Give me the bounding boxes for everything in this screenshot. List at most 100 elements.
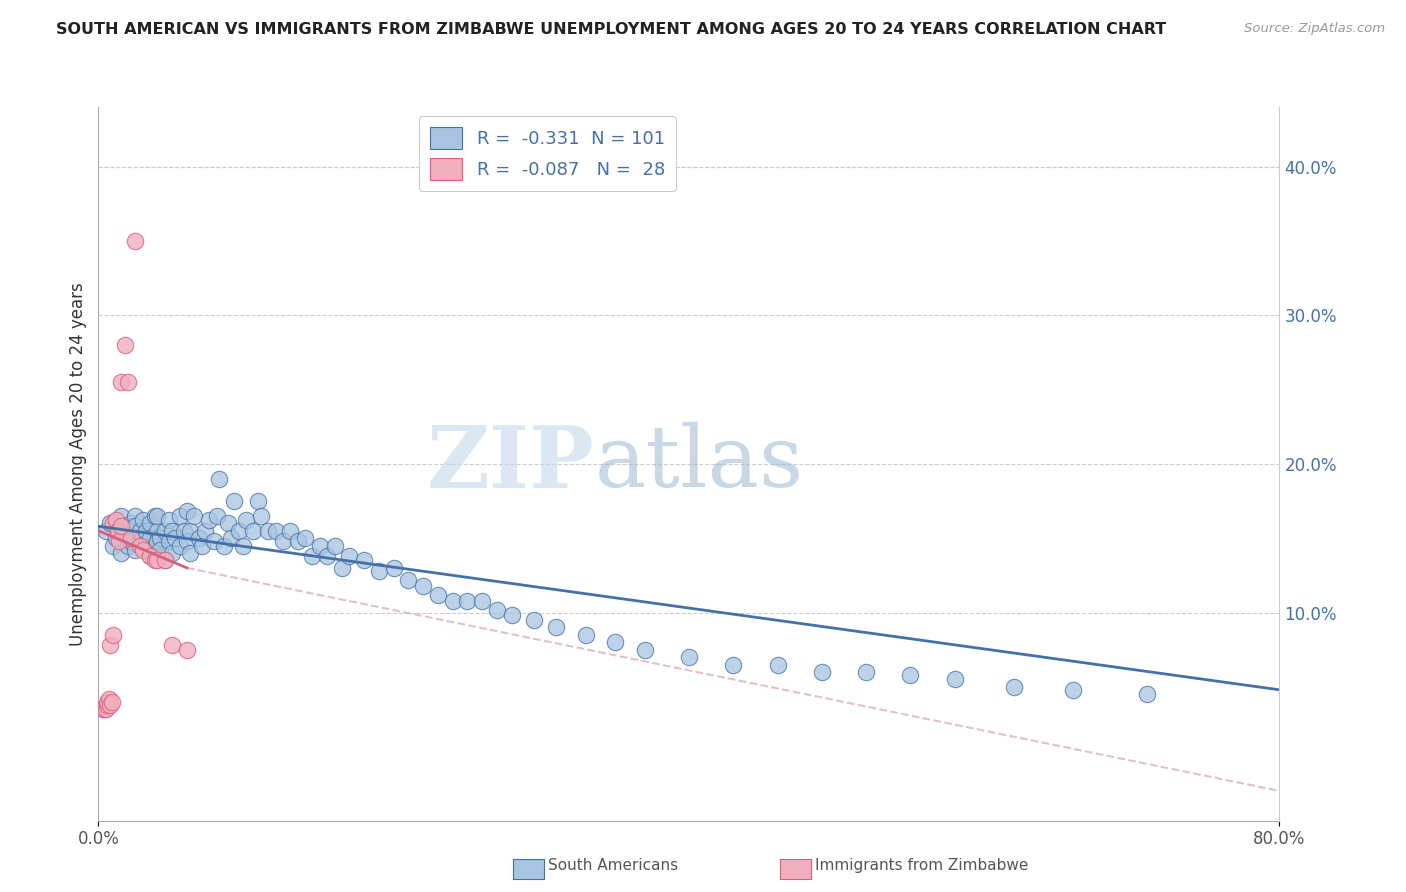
Point <box>128 534 150 549</box>
Point <box>309 539 332 553</box>
Point <box>135 543 157 558</box>
Point <box>173 524 195 538</box>
Point <box>139 531 162 545</box>
Point <box>162 546 183 560</box>
Point <box>1135 687 1157 701</box>
Point <box>110 519 132 533</box>
Point <box>153 553 176 567</box>
Point <box>202 534 225 549</box>
Point <box>139 549 162 563</box>
Point <box>149 531 172 545</box>
Point <box>176 534 198 549</box>
Point <box>128 524 150 538</box>
Point <box>110 546 132 560</box>
Point <box>135 524 157 538</box>
Point <box>143 539 166 553</box>
Point <box>97 691 120 706</box>
Point <box>242 524 264 538</box>
Point <box>98 516 121 531</box>
Point <box>723 657 745 672</box>
Point <box>157 513 180 527</box>
Point <box>501 608 523 623</box>
Point <box>139 516 162 531</box>
Text: South Americans: South Americans <box>548 858 679 872</box>
Point <box>146 524 169 538</box>
Point <box>94 524 117 538</box>
Text: SOUTH AMERICAN VS IMMIGRANTS FROM ZIMBABWE UNEMPLOYMENT AMONG AGES 20 TO 24 YEAR: SOUTH AMERICAN VS IMMIGRANTS FROM ZIMBAB… <box>56 22 1167 37</box>
Point <box>212 539 235 553</box>
Point <box>471 593 494 607</box>
Point <box>105 531 128 545</box>
Point <box>219 531 242 545</box>
Point <box>1062 682 1084 697</box>
Point <box>120 516 142 531</box>
Point <box>124 543 146 558</box>
Point <box>146 534 169 549</box>
Point <box>139 549 162 563</box>
Point <box>187 531 209 545</box>
Point <box>157 534 180 549</box>
Point <box>427 588 450 602</box>
Y-axis label: Unemployment Among Ages 20 to 24 years: Unemployment Among Ages 20 to 24 years <box>69 282 87 646</box>
Point <box>368 564 391 578</box>
Point <box>412 579 434 593</box>
Point <box>117 531 139 545</box>
Point <box>176 504 198 518</box>
Point <box>330 561 353 575</box>
Point <box>162 638 183 652</box>
Point <box>128 539 150 553</box>
Point <box>855 665 877 679</box>
Point <box>124 508 146 523</box>
Point <box>228 524 250 538</box>
Point <box>153 524 176 538</box>
Point <box>396 573 419 587</box>
Point <box>146 508 169 523</box>
Point <box>179 546 201 560</box>
Point <box>250 508 273 523</box>
Point <box>100 695 122 709</box>
Point <box>162 524 183 538</box>
Point <box>546 620 568 634</box>
Point <box>108 534 131 549</box>
Point <box>264 524 287 538</box>
Point <box>169 508 191 523</box>
Point <box>246 494 269 508</box>
Point <box>205 508 228 523</box>
Point <box>96 698 118 712</box>
Point <box>143 508 166 523</box>
Point <box>146 553 169 567</box>
Point <box>294 531 316 545</box>
Point <box>574 628 596 642</box>
Point <box>132 513 155 527</box>
Point <box>107 524 129 538</box>
Point <box>353 553 375 567</box>
Text: Immigrants from Zimbabwe: Immigrants from Zimbabwe <box>815 858 1029 872</box>
Point <box>114 338 136 352</box>
Point <box>271 534 294 549</box>
Point <box>103 628 125 642</box>
Point <box>117 539 139 553</box>
Point <box>232 539 254 553</box>
Point <box>132 531 155 545</box>
Legend: R =  -0.331  N = 101, R =  -0.087   N =  28: R = -0.331 N = 101, R = -0.087 N = 28 <box>419 116 676 191</box>
Point <box>323 539 346 553</box>
Point <box>810 665 832 679</box>
Point <box>120 531 142 545</box>
Point <box>633 642 655 657</box>
Point <box>191 539 214 553</box>
Point <box>316 549 339 563</box>
Point <box>110 375 132 389</box>
Point <box>124 519 146 533</box>
Point <box>257 524 280 538</box>
Point <box>117 375 139 389</box>
Text: Source: ZipAtlas.com: Source: ZipAtlas.com <box>1244 22 1385 36</box>
Point <box>523 613 546 627</box>
Point <box>339 549 360 563</box>
Point <box>382 561 405 575</box>
Point <box>441 593 464 607</box>
Point <box>278 524 302 538</box>
Point <box>132 543 155 558</box>
Point <box>94 702 117 716</box>
Point <box>143 553 166 567</box>
Point <box>176 642 198 657</box>
